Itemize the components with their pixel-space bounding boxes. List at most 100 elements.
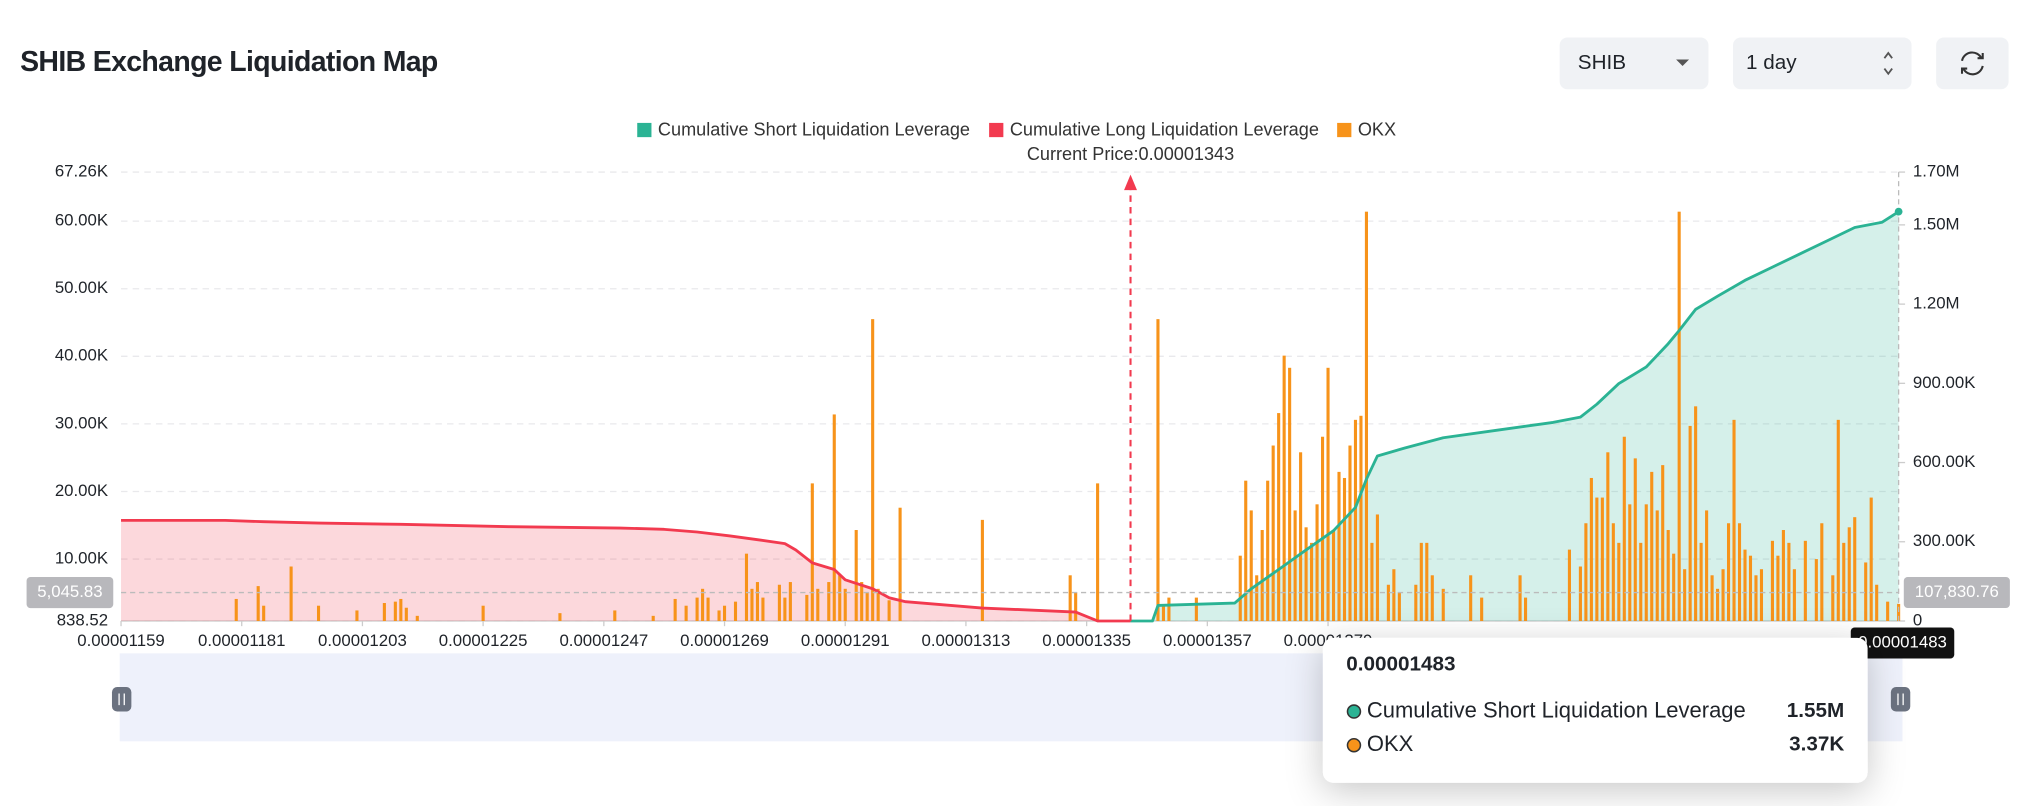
bar [1518,575,1522,621]
bar [1441,588,1445,621]
bar [1617,542,1621,621]
bar [1315,504,1319,621]
bar [1589,477,1593,621]
bar [1787,542,1791,621]
bar [1353,419,1358,621]
slider-handle[interactable] [1890,686,1911,712]
y2-tick-label: 0 [1913,610,1922,629]
y-tick-label: 10.00K [55,549,109,568]
x-tick-label: 0.00001357 [1163,631,1252,650]
legend-label: OKX [1358,119,1396,139]
bar [1759,569,1764,621]
bar [783,597,787,621]
bar [1726,523,1731,621]
button-box[interactable] [1936,37,2009,90]
bar [805,594,809,621]
bar [1342,477,1347,621]
bar [1600,497,1604,621]
bar [1644,504,1648,621]
bar [838,575,842,621]
bar [887,600,891,621]
bar [399,598,403,621]
bar [816,588,820,621]
bar [832,414,836,621]
bar [1688,425,1692,621]
bar [1661,465,1665,621]
symbol-select[interactable]: SHIB [1559,37,1709,90]
bar [1842,542,1846,621]
bar [234,598,238,621]
select-value[interactable]: SHIB [1578,51,1626,74]
select-box[interactable] [1559,37,1709,90]
legend-swatch [1337,122,1352,138]
tooltip-marker [1346,704,1362,719]
spinner-icon[interactable] [1883,51,1893,76]
bar [1161,605,1165,621]
bar [289,566,293,621]
bar [1074,592,1078,621]
bar [1425,542,1429,621]
bar [695,597,699,621]
handle-grip [118,693,125,706]
tooltip-box [1322,637,1868,783]
bar [1194,597,1198,621]
bar [1611,523,1615,621]
bar [256,586,260,621]
bar [1386,584,1390,621]
x-tick-label: 0.00001291 [801,631,890,650]
x-tick-label: 0.00001247 [559,631,648,650]
crosshair-y2-box [1903,576,2010,609]
bar [1721,569,1725,621]
bar [1776,555,1780,621]
bar [755,582,760,621]
bar [1748,555,1753,621]
crosshair-y2-label: 107,830.76 [1915,582,1999,601]
bar [1288,367,1292,621]
bar [1853,517,1857,621]
y2-tick-label: 300.00K [1913,531,1976,550]
caret-icon[interactable] [1676,59,1690,66]
bar [1397,592,1401,621]
slider-handle[interactable] [111,686,132,712]
refresh-button[interactable] [1936,37,2009,90]
interval-select[interactable]: 1 day [1733,37,1912,90]
line [121,518,1131,623]
bar [876,588,880,621]
bar [673,598,677,621]
bar [404,607,408,621]
y2-tick-label: 1.20M [1913,294,1960,313]
select-value[interactable]: 1 day [1746,51,1797,74]
tooltip-value: 3.37K [1789,733,1844,756]
bar [415,615,419,621]
bar [1480,597,1484,621]
bar [1430,575,1434,621]
bar [1375,514,1379,621]
bar [1699,542,1703,621]
bar [651,615,655,621]
bar [1694,406,1698,621]
bar [1392,569,1396,621]
bar [980,519,984,621]
bar [1737,523,1742,621]
legend-label: Cumulative Short Liquidation Leverage [658,119,970,139]
bar [1792,569,1796,621]
bar [1732,419,1736,621]
select-box[interactable] [1733,37,1912,90]
bar [843,588,847,621]
bar [481,605,485,621]
refresh-icon[interactable] [1960,51,1984,76]
bar [1567,549,1571,621]
bar [701,588,705,621]
bar [1320,436,1325,621]
bar [722,605,727,621]
crosshair-y-label: 5,045.83 [37,582,102,601]
bar [1622,436,1626,621]
bar [761,597,765,621]
bar [1304,527,1308,621]
bar [1666,530,1670,621]
line-layer [121,210,1900,623]
bar [1628,504,1632,621]
bar [744,553,749,621]
y-tick-label: 838.52 [57,610,108,629]
